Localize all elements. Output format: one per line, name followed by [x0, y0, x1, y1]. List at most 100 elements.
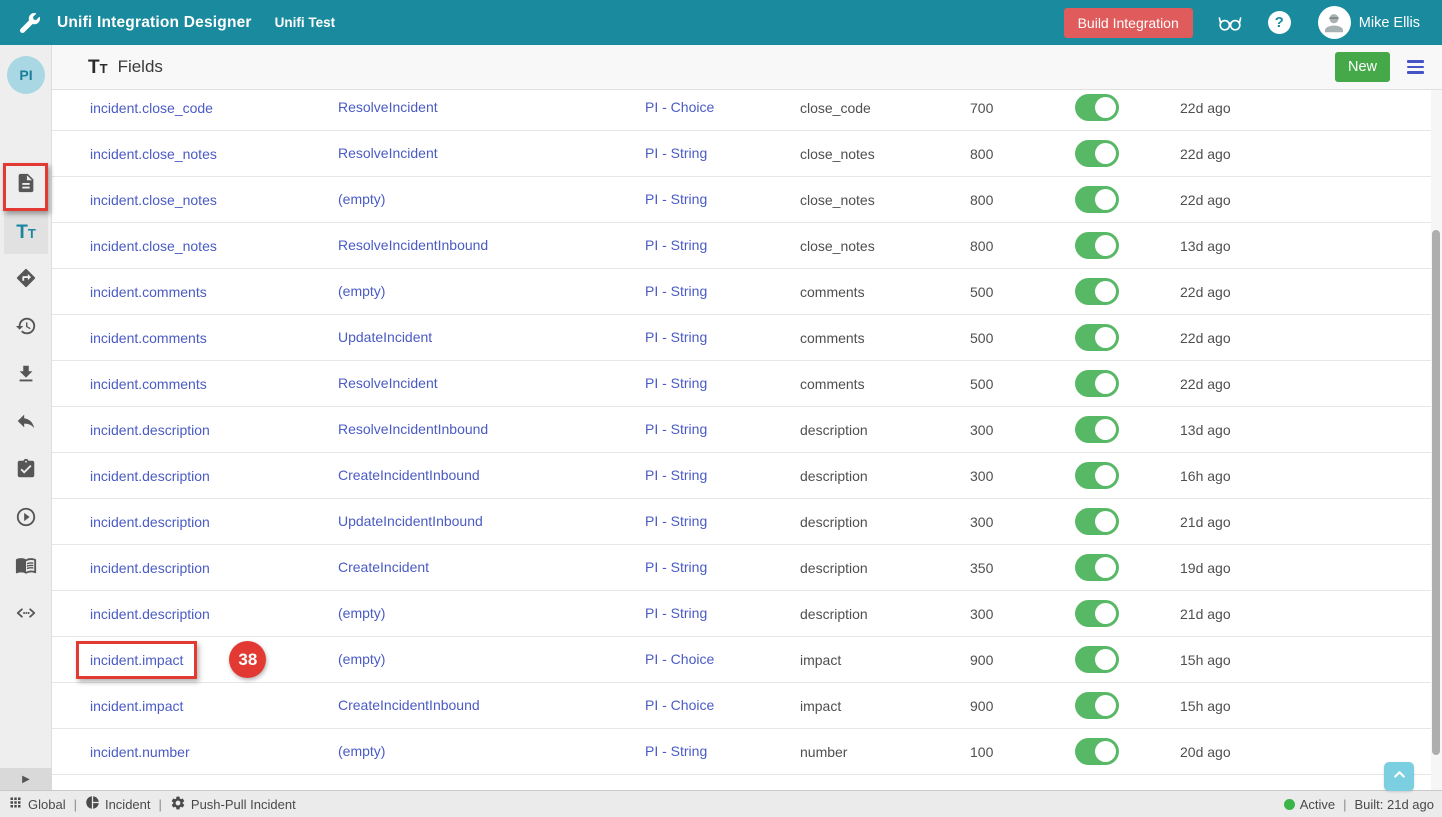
field-name-link[interactable]: incident.comments [90, 375, 207, 392]
name-cell: incident.comments [90, 284, 338, 300]
sidebar-item-responses[interactable] [4, 401, 48, 445]
expand-arrow-icon: ▶ [22, 773, 30, 785]
field-name-link[interactable]: incident.impact [90, 651, 184, 668]
table-row: incident.description UpdateIncidentInboun… [52, 499, 1442, 545]
field-name-link[interactable]: incident.comments [90, 329, 207, 346]
field-name-link[interactable]: incident.close_notes [90, 191, 217, 208]
active-toggle[interactable] [1075, 646, 1119, 673]
type-link[interactable]: PI - String [645, 144, 708, 161]
message-link[interactable]: ResolveIncidentInbound [338, 236, 489, 253]
message-link[interactable]: (empty) [338, 282, 386, 299]
message-link[interactable]: (empty) [338, 190, 386, 207]
active-toggle[interactable] [1075, 554, 1119, 581]
type-link[interactable]: PI - String [645, 282, 708, 299]
sidebar-item-download[interactable] [4, 354, 48, 398]
type-link[interactable]: PI - String [645, 328, 708, 345]
type-link[interactable]: PI - String [645, 604, 708, 621]
message-link[interactable]: CreateIncident [338, 558, 430, 575]
scrollbar-thumb[interactable] [1432, 230, 1440, 755]
type-link[interactable]: PI - Choice [645, 696, 715, 713]
active-toggle[interactable] [1075, 140, 1119, 167]
toggle-knob [1095, 603, 1116, 624]
field-name-link[interactable]: incident.description [90, 467, 210, 484]
field-name-link[interactable]: incident.impact [90, 697, 184, 714]
active-cell [1030, 462, 1160, 489]
message-link[interactable]: ResolveIncidentInbound [338, 420, 489, 437]
order-cell: 350 [970, 559, 994, 576]
glasses-icon[interactable] [1216, 10, 1244, 36]
active-toggle[interactable] [1075, 692, 1119, 719]
type-link[interactable]: PI - String [645, 742, 708, 759]
sidebar-item-fields[interactable]: TT [4, 210, 48, 254]
field-name-link[interactable]: incident.description [90, 513, 210, 530]
type-link[interactable]: PI - Choice [645, 650, 715, 667]
order-cell: 300 [970, 605, 994, 622]
message-link[interactable]: UpdateIncidentInbound [338, 512, 483, 529]
active-toggle[interactable] [1075, 508, 1119, 535]
process-item[interactable]: Push-Pull Incident [170, 795, 296, 814]
field-name-link[interactable]: incident.description [90, 421, 210, 438]
sidebar-expand-button[interactable]: ▶ [0, 768, 52, 790]
help-icon[interactable]: ? [1267, 11, 1291, 34]
sidebar-item-messages[interactable] [4, 258, 48, 302]
type-link[interactable]: PI - String [645, 374, 708, 391]
new-button[interactable]: New [1334, 52, 1390, 82]
hamburger-menu-icon[interactable] [1407, 60, 1424, 74]
type-link[interactable]: PI - String [645, 420, 708, 437]
sidebar-item-scripts[interactable] [4, 593, 48, 637]
type-link[interactable]: PI - Choice [645, 98, 715, 115]
field-cell: impact [800, 651, 842, 668]
active-toggle[interactable] [1075, 324, 1119, 351]
active-toggle[interactable] [1075, 738, 1119, 765]
sidebar-item-tasks[interactable] [4, 449, 48, 493]
message-link[interactable]: (empty) [338, 604, 386, 621]
active-toggle[interactable] [1075, 462, 1119, 489]
active-toggle[interactable] [1075, 186, 1119, 213]
message-link[interactable]: (empty) [338, 650, 386, 667]
message-link[interactable]: ResolveIncident [338, 144, 438, 161]
field-cell: close_notes [800, 191, 875, 208]
active-toggle[interactable] [1075, 232, 1119, 259]
clipboard-check-icon [15, 458, 37, 485]
active-toggle[interactable] [1075, 94, 1119, 121]
field-name-link[interactable]: incident.comments [90, 283, 207, 300]
scope-item[interactable]: Global [8, 795, 66, 813]
field-name-link[interactable]: incident.close_notes [90, 237, 217, 254]
scroll-to-top-button[interactable] [1384, 762, 1414, 791]
message-link[interactable]: ResolveIncident [338, 98, 438, 115]
field-name-link[interactable]: incident.description [90, 605, 210, 622]
field-cell: comments [800, 329, 865, 346]
sidebar-item-history[interactable] [4, 306, 48, 350]
message-link[interactable]: ResolveIncident [338, 374, 438, 391]
active-toggle[interactable] [1075, 278, 1119, 305]
sidebar-item-run[interactable] [4, 497, 48, 541]
field-name-link[interactable]: incident.description [90, 559, 210, 576]
built-label: Built: 21d ago [1354, 796, 1434, 812]
message-link[interactable]: (empty) [338, 742, 386, 759]
active-toggle[interactable] [1075, 370, 1119, 397]
type-link[interactable]: PI - String [645, 512, 708, 529]
vertical-scrollbar[interactable] [1431, 90, 1442, 790]
type-link[interactable]: PI - String [645, 558, 708, 575]
message-link[interactable]: CreateIncidentInbound [338, 696, 480, 713]
build-integration-button[interactable]: Build Integration [1063, 7, 1193, 38]
message-link[interactable]: UpdateIncident [338, 328, 433, 345]
integration-item[interactable]: Incident [85, 795, 151, 813]
table-row: incident.description (empty) PI - String de… [52, 591, 1442, 637]
integration-avatar[interactable]: PI [7, 56, 45, 94]
type-link[interactable]: PI - String [645, 466, 708, 483]
sidebar-item-documents[interactable] [4, 163, 48, 207]
type-link[interactable]: PI - String [645, 236, 708, 253]
field-name-link[interactable]: incident.close_code [90, 99, 213, 116]
user-avatar-icon[interactable] [1317, 6, 1351, 39]
play-circle-icon [15, 506, 37, 533]
type-link[interactable]: PI - String [645, 190, 708, 207]
active-toggle[interactable] [1075, 416, 1119, 443]
field-name-link[interactable]: incident.close_notes [90, 145, 217, 162]
message-link[interactable]: CreateIncidentInbound [338, 466, 480, 483]
project-name[interactable]: Unifi Test [274, 15, 336, 30]
active-toggle[interactable] [1075, 600, 1119, 627]
sidebar-item-documentation[interactable] [4, 545, 48, 589]
field-name-link[interactable]: incident.number [90, 743, 190, 760]
user-name[interactable]: Mike Ellis [1358, 14, 1420, 31]
